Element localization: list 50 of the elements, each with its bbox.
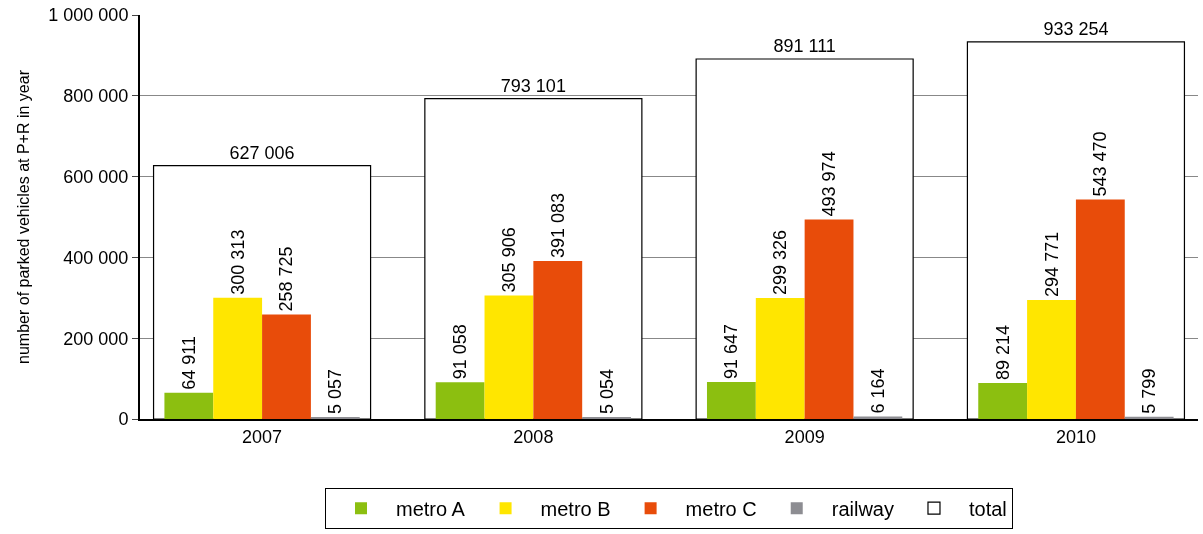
data-label: 793 101	[500, 75, 566, 96]
bar	[484, 295, 534, 419]
data-label: 891 111	[773, 35, 836, 56]
data-label: 5 057	[325, 368, 346, 414]
bar	[706, 381, 756, 419]
x-tick-label: 2007	[242, 426, 283, 447]
y-tick-label: 0	[118, 409, 129, 430]
data-label: 543 470	[1090, 131, 1111, 197]
x-tick-label: 2009	[784, 426, 825, 447]
bar	[533, 261, 583, 419]
data-label: 5 799	[1139, 368, 1160, 414]
data-label: 5 054	[596, 368, 617, 414]
legend-label: metro C	[685, 497, 757, 520]
bar	[755, 298, 805, 419]
data-label: 64 911	[178, 336, 199, 390]
y-axis-title: number of parked vehicles at P+R in year	[14, 69, 32, 364]
data-label: 300 313	[227, 229, 248, 295]
bar	[262, 314, 311, 419]
data-label: 305 906	[498, 227, 519, 293]
data-label: 294 771	[1041, 231, 1062, 297]
bar	[1075, 199, 1125, 419]
y-tick-label: 200 000	[63, 328, 129, 349]
data-label: 91 647	[721, 323, 742, 379]
y-tick-label: 600 000	[63, 166, 129, 187]
bar	[213, 297, 263, 419]
bar	[1027, 299, 1076, 419]
data-label: 91 058	[450, 324, 471, 380]
data-label: 493 974	[819, 151, 840, 217]
legend-label: total	[968, 497, 1007, 520]
bar	[804, 219, 854, 419]
legend-label: railway	[831, 497, 894, 520]
bar	[978, 382, 1028, 419]
bar	[582, 416, 632, 419]
data-label: 627 006	[229, 142, 295, 163]
legend-label: metro B	[540, 497, 611, 520]
bar	[164, 392, 214, 419]
y-tick-label: 1 000 000	[48, 5, 129, 26]
data-label: 391 083	[547, 192, 568, 258]
bar	[310, 416, 360, 419]
data-label: 933 254	[1043, 18, 1109, 39]
data-label: 299 326	[770, 229, 791, 296]
y-tick-label: 800 000	[63, 86, 129, 107]
legend-label: metro A	[396, 497, 466, 520]
y-tick-label: 400 000	[63, 247, 129, 268]
data-label: 258 725	[276, 246, 297, 312]
data-label: 89 214	[992, 324, 1013, 380]
bar	[435, 382, 485, 419]
x-tick-label: 2008	[513, 426, 554, 447]
data-label: 6 164	[867, 368, 888, 414]
x-tick-label: 2010	[1055, 426, 1096, 447]
